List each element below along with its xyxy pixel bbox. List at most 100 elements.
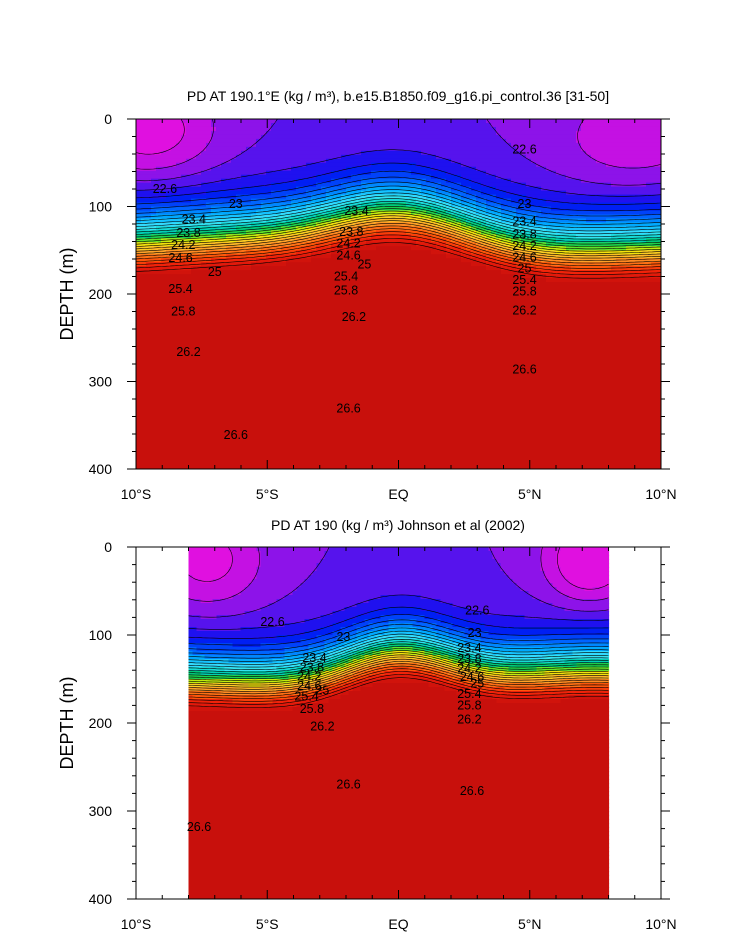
contour-cell: [171, 290, 177, 295]
contour-cell: [171, 393, 177, 399]
contour-cell: [376, 385, 382, 391]
contour-cell: [341, 333, 347, 339]
contour-cell: [406, 150, 412, 156]
contour-cell: [361, 341, 367, 347]
contour-cell: [331, 373, 337, 379]
contour-cell: [391, 425, 397, 430]
contour-cell: [261, 282, 267, 287]
contour-cell: [216, 158, 222, 164]
contour-cell: [156, 282, 162, 287]
contour-cell: [356, 365, 362, 371]
contour-cell: [201, 146, 207, 152]
contour-cell: [411, 154, 417, 160]
contour-cell: [171, 206, 177, 212]
contour-cell: [206, 429, 212, 434]
contour-cell: [271, 146, 277, 152]
contour-cell: [271, 389, 277, 395]
contour-cell: [191, 270, 197, 275]
contour-cell: [366, 385, 372, 391]
contour-cell: [346, 150, 352, 156]
contour-cell: [386, 210, 392, 216]
contour-cell: [386, 182, 392, 188]
contour-cell: [411, 465, 417, 469]
contour-cell: [241, 433, 247, 438]
contour-cell: [246, 433, 252, 438]
contour-cell: [256, 190, 262, 196]
contour-cell: [341, 297, 347, 303]
contour-cell: [381, 349, 387, 355]
contour-cell: [386, 119, 392, 124]
contour-cell: [406, 162, 412, 168]
contour-cell: [136, 465, 142, 469]
contour-cell: [356, 449, 362, 454]
contour-cell: [206, 282, 212, 287]
contour-cell: [376, 429, 382, 434]
contour-cell: [391, 325, 397, 331]
contour-cell: [296, 385, 302, 391]
contour-cell: [191, 222, 197, 227]
contour-cell: [311, 337, 317, 343]
contour-cell: [186, 381, 192, 387]
contour-cell: [161, 290, 167, 295]
contour-cell: [276, 405, 282, 410]
contour-cell: [216, 210, 222, 216]
contour-cell: [361, 313, 367, 319]
contour-cell: [236, 341, 242, 347]
contour-cell: [401, 286, 407, 291]
contour-cell: [331, 409, 337, 414]
contour-cell: [171, 345, 177, 351]
contour-cell: [331, 349, 337, 355]
contour-cell: [186, 214, 192, 220]
contour-cell: [236, 333, 242, 339]
contour-cell: [146, 417, 152, 422]
contour-cell: [186, 202, 192, 208]
contour-cell: [381, 325, 387, 331]
contour-cell: [151, 186, 157, 192]
contour-cell: [391, 122, 397, 128]
contour-cell: [251, 190, 257, 196]
contour-cell: [286, 210, 292, 216]
contour-cell: [371, 429, 377, 434]
contour-cell: [296, 170, 302, 176]
contour-cell: [316, 421, 322, 426]
contour-cell: [236, 381, 242, 387]
contour-cell: [211, 441, 217, 446]
contour-cell: [286, 190, 292, 196]
contour-cell: [186, 142, 192, 148]
contour-cell: [196, 393, 202, 399]
contour-cell: [211, 381, 217, 387]
contour-cell: [216, 357, 222, 363]
contour-cell: [166, 138, 172, 144]
contour-cell: [336, 333, 342, 339]
contour-cell: [391, 429, 397, 434]
contour-cell: [326, 178, 332, 184]
contour-cell: [301, 329, 307, 335]
contour-cell: [291, 409, 297, 414]
contour-cell: [301, 465, 307, 469]
contour-cell: [206, 325, 212, 331]
contour-cell: [331, 357, 337, 363]
contour-cell: [321, 290, 327, 295]
contour-cell: [411, 270, 417, 275]
contour-cell: [141, 230, 147, 235]
contour-cell: [296, 405, 302, 410]
contour-cell: [171, 190, 177, 196]
contour-cell: [381, 309, 387, 315]
contour-cell: [156, 409, 162, 414]
contour-cell: [171, 325, 177, 331]
contour-cell: [241, 246, 247, 251]
contour-cell: [171, 246, 177, 251]
contour-cell: [206, 266, 212, 271]
contour-cell: [186, 186, 192, 192]
contour-cell: [226, 274, 232, 279]
contour-cell: [376, 389, 382, 395]
contour-cell: [306, 425, 312, 430]
contour-cell: [271, 365, 277, 371]
contour-cell: [276, 230, 282, 235]
contour-cell: [156, 337, 162, 343]
contour-cell: [266, 178, 272, 184]
contour-cell: [266, 278, 272, 283]
contour-cell: [186, 369, 192, 375]
contour-cell: [406, 381, 412, 387]
contour-cell: [406, 349, 412, 355]
